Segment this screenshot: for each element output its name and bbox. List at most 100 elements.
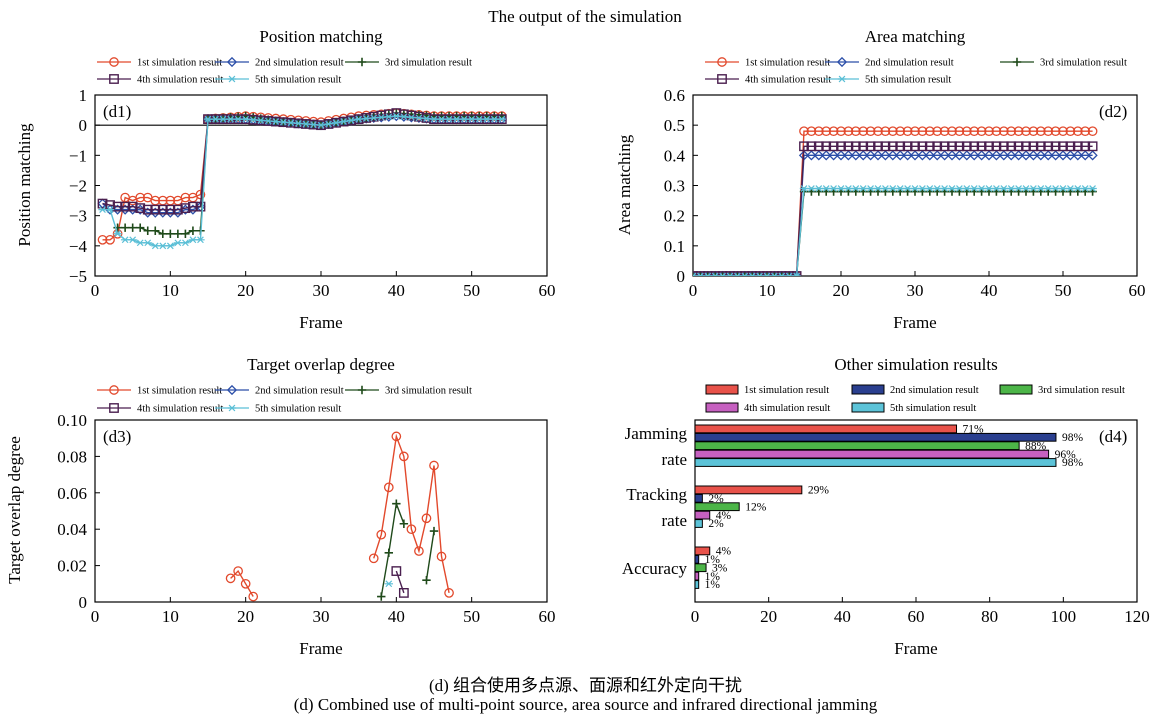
data-point (97, 234, 108, 245)
x-tick-label: 30 (313, 607, 330, 626)
data-point (858, 141, 869, 152)
data-point (850, 150, 861, 161)
x-tick-label: 40 (388, 281, 405, 300)
bar-value-label: 12% (745, 501, 767, 513)
data-point (961, 141, 972, 152)
bar-value-label: 98% (1062, 457, 1084, 469)
data-point (105, 234, 115, 245)
data-point (1080, 126, 1091, 137)
data-point (888, 185, 897, 192)
x-tick-label: 60 (539, 607, 556, 626)
bar-series-4: 96%4%1% (694, 449, 1076, 583)
data-point (887, 141, 898, 152)
legend-entry: 4th simulation result (705, 74, 831, 86)
data-point (961, 150, 972, 161)
data-point (969, 126, 980, 137)
bar-value-label: 1% (705, 554, 721, 566)
series-5 (384, 580, 393, 588)
plot-area (225, 431, 454, 602)
data-point (998, 150, 1009, 161)
data-point (806, 150, 817, 161)
y-tick-label: 0 (677, 267, 686, 286)
series-4 (693, 141, 1098, 276)
data-point (301, 120, 311, 128)
x-tick-label: 0 (91, 607, 100, 626)
data-point (873, 126, 883, 137)
data-point (136, 239, 145, 247)
legend-label: 3rd simulation result (1040, 58, 1127, 69)
data-point (339, 118, 348, 125)
legend-entry: 4th simulation result (97, 74, 223, 86)
series-3 (377, 499, 439, 601)
data-point (1058, 185, 1068, 192)
data-point (384, 548, 393, 558)
data-point (1021, 126, 1031, 137)
data-point (828, 126, 839, 137)
data-point (188, 201, 198, 212)
data-point (969, 141, 980, 152)
x-tick-label: 40 (981, 281, 998, 300)
bar-series-3: 88% 12% 3% (694, 440, 1047, 574)
data-point (97, 198, 108, 209)
data-point (785, 272, 794, 276)
data-point (725, 272, 735, 276)
data-point (1043, 150, 1054, 161)
data-point (1029, 185, 1038, 192)
data-point (172, 204, 183, 215)
legend-label: 1st simulation result (137, 386, 222, 397)
data-point (696, 271, 705, 276)
x-tick-label: 60 (1129, 281, 1146, 300)
legend-entry: 1st simulation result (705, 384, 829, 396)
y-tick-label: 0.4 (664, 146, 686, 165)
data-point (828, 150, 839, 161)
data-point (467, 115, 476, 123)
legend-marker (357, 57, 367, 67)
data-point (1073, 185, 1082, 192)
legend-entry: 1st simulation result (97, 57, 222, 69)
data-point (696, 272, 705, 276)
data-point (762, 271, 772, 276)
data-point (128, 223, 137, 232)
data-point (970, 185, 979, 192)
data-point (828, 141, 839, 152)
data-point (924, 126, 935, 137)
bar-value-label: 71% (963, 424, 985, 436)
y-tick-label: 0.10 (57, 411, 87, 430)
data-point (991, 150, 1002, 161)
legend-marker (227, 75, 237, 83)
legend-marker (836, 56, 848, 68)
data-point (836, 185, 846, 192)
data-point (807, 185, 816, 192)
data-point (1057, 150, 1069, 161)
legend-marker (717, 57, 727, 67)
data-point (1072, 126, 1083, 137)
category-label-line: Jamming (625, 424, 688, 443)
series-line (230, 569, 254, 597)
legend-label: 1st simulation result (745, 58, 830, 69)
y-axis-label: Target overlap degree (5, 436, 24, 584)
data-point (836, 126, 846, 137)
data-point (1080, 150, 1091, 161)
legend-marker (227, 404, 237, 412)
data-point (398, 109, 409, 120)
data-point (821, 150, 832, 161)
legend-swatch (999, 384, 1033, 395)
series-line (425, 530, 435, 581)
data-point (865, 141, 876, 152)
legend-marker (226, 384, 238, 396)
bar (694, 554, 700, 564)
y-axis-label: Position matching (15, 123, 34, 247)
data-point (932, 150, 943, 161)
data-point (392, 499, 401, 508)
data-point (98, 206, 107, 213)
data-point (195, 201, 206, 212)
data-point (1013, 141, 1024, 152)
legend-label: 2nd simulation result (255, 386, 344, 397)
data-point (1035, 150, 1046, 161)
chart-d1: Position matching 1st simulation result 2n… (15, 27, 556, 332)
legend-marker (109, 74, 119, 84)
x-tick-label: 20 (833, 281, 850, 300)
data-point (1080, 141, 1091, 152)
data-point (173, 239, 183, 247)
data-point (444, 115, 454, 123)
